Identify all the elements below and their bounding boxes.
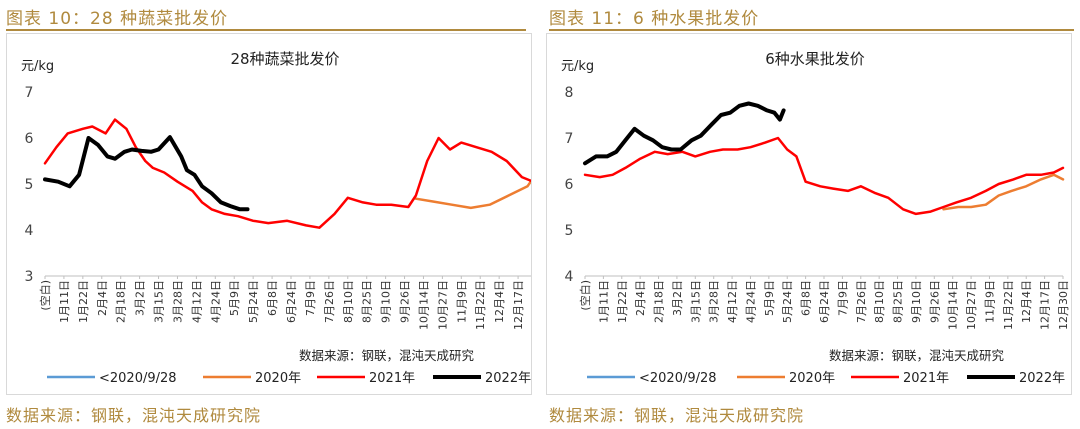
left-figure-title: 图表 10：28 种蔬菜批发价 bbox=[6, 9, 229, 29]
x-tick-label: 1月22日 bbox=[616, 280, 629, 323]
right-title-rule bbox=[549, 29, 1074, 31]
series-line bbox=[942, 173, 1065, 211]
x-tick-label: 3月28日 bbox=[171, 280, 184, 323]
y-tick-label: 3 bbox=[25, 269, 34, 285]
x-tick-label: 7月26日 bbox=[323, 280, 336, 323]
y-unit-label: 元/kg bbox=[21, 59, 54, 74]
x-tick-label: 7月9日 bbox=[836, 280, 849, 316]
x-tick-label: 4月12日 bbox=[190, 280, 203, 323]
x-tick-label: 9月10日 bbox=[380, 280, 393, 323]
y-tick-label: 5 bbox=[25, 177, 34, 193]
x-tick-label: 9月10日 bbox=[910, 280, 923, 323]
legend-label: <2020/9/28 bbox=[99, 371, 177, 386]
x-tick-label: 11月9日 bbox=[983, 280, 996, 323]
x-tick-label: 12月17日 bbox=[512, 280, 525, 330]
x-tick-label: 10月14日 bbox=[947, 280, 960, 330]
x-tick-label: 10月14日 bbox=[417, 280, 430, 330]
y-tick-label: 7 bbox=[25, 85, 34, 101]
left-title-rule bbox=[6, 29, 526, 31]
series-line bbox=[43, 118, 531, 229]
y-tick-label: 8 bbox=[565, 85, 574, 101]
x-tick-label: 8月25日 bbox=[892, 280, 905, 323]
y-tick-label: 4 bbox=[25, 223, 34, 239]
x-tick-label: 2月18日 bbox=[115, 280, 128, 323]
chart-title: 6种水果批发价 bbox=[765, 50, 865, 68]
x-tick-label: 2月4日 bbox=[634, 280, 647, 316]
x-tick-label: 12月17日 bbox=[1039, 280, 1052, 330]
x-tick-label: 8月10日 bbox=[342, 280, 355, 323]
x-tick-label: (空白) bbox=[38, 280, 52, 311]
x-tick-label: 4月24日 bbox=[744, 280, 757, 323]
legend-label: 2022年 bbox=[1019, 371, 1065, 386]
x-tick-label: 6月24日 bbox=[818, 280, 831, 323]
x-tick-label: 5月9日 bbox=[228, 280, 241, 316]
x-tick-label: 2月4日 bbox=[96, 280, 109, 316]
y-tick-label: 7 bbox=[565, 131, 574, 147]
chart-title: 28种蔬菜批发价 bbox=[230, 50, 339, 68]
fruit-chart-panel: 6种水果批发价元/kg 8 7 6 5 4 (空白) 1月11日 1月22日 2月4日 2月18日 3… bbox=[546, 33, 1072, 395]
x-tick-label: 8月10日 bbox=[873, 280, 886, 323]
x-tick-label: 6月8日 bbox=[266, 280, 279, 316]
legend-label: 2020年 bbox=[255, 371, 301, 386]
x-tick-label: 10月27日 bbox=[436, 280, 449, 330]
x-tick-label: 5月24日 bbox=[247, 280, 260, 323]
right-source-note: 数据来源：钢联，混沌天成研究院 bbox=[549, 406, 805, 425]
x-tick-label: 1月11日 bbox=[58, 280, 71, 323]
y-tick-label: 6 bbox=[565, 177, 574, 193]
x-tick-label: 5月24日 bbox=[781, 280, 794, 323]
x-tick-label: 10月27日 bbox=[965, 280, 978, 330]
legend-label: 2022年 bbox=[485, 371, 531, 386]
legend-label: <2020/9/28 bbox=[639, 371, 717, 386]
x-tick-label: 6月8日 bbox=[800, 280, 813, 316]
legend-label: 2021年 bbox=[903, 371, 949, 386]
inner-source-note: 数据来源：钢联，混沌天成研究 bbox=[299, 348, 475, 363]
x-tick-label: 1月22日 bbox=[77, 280, 90, 323]
legend-label: 2020年 bbox=[789, 371, 835, 386]
x-tick-label: 11月9日 bbox=[455, 280, 468, 323]
x-tick-label: 4月24日 bbox=[209, 280, 222, 323]
series-line bbox=[43, 135, 250, 212]
x-tick-label: 2月18日 bbox=[653, 280, 666, 323]
x-tick-label: 7月9日 bbox=[304, 280, 317, 316]
right-figure-title: 图表 11：6 种水果批发价 bbox=[549, 9, 760, 29]
x-tick-label: 12月4日 bbox=[493, 280, 506, 323]
left-source-note: 数据来源：钢联，混沌天成研究院 bbox=[6, 406, 262, 425]
x-tick-label: 12月30日 bbox=[1057, 280, 1070, 330]
y-tick-label: 4 bbox=[565, 269, 574, 285]
x-tick-label: 9月26日 bbox=[399, 280, 412, 323]
x-tick-label: 6月24日 bbox=[285, 280, 298, 323]
x-tick-label: 1月11日 bbox=[597, 280, 610, 323]
y-unit-label: 元/kg bbox=[561, 59, 594, 74]
series-line bbox=[583, 136, 1065, 216]
x-tick-label: (空白) bbox=[578, 280, 592, 311]
x-tick-label: 3月15日 bbox=[153, 280, 166, 323]
series-line bbox=[583, 101, 786, 166]
legend-label: 2021年 bbox=[369, 371, 415, 386]
x-tick-label: 4月12日 bbox=[726, 280, 739, 323]
x-tick-label: 11月22日 bbox=[1002, 280, 1015, 330]
inner-source-note: 数据来源：钢联，混沌天成研究 bbox=[829, 348, 1005, 363]
x-tick-label: 3月2日 bbox=[134, 280, 147, 316]
x-tick-label: 11月22日 bbox=[474, 280, 487, 330]
x-tick-label: 3月28日 bbox=[708, 280, 721, 323]
x-tick-label: 7月26日 bbox=[855, 280, 868, 323]
vegetable-chart-panel: 28种蔬菜批发价元/kg 7 6 5 4 3 (空白) 1月11日 1月22日 2月4日 2月18日… bbox=[6, 33, 532, 395]
x-tick-label: 5月9日 bbox=[763, 280, 776, 316]
x-tick-label: 9月26日 bbox=[928, 280, 941, 323]
y-tick-label: 6 bbox=[25, 131, 34, 147]
x-tick-label: 3月2日 bbox=[671, 280, 684, 316]
x-tick-label: 8月25日 bbox=[361, 280, 374, 323]
x-tick-label: 12月4日 bbox=[1020, 280, 1033, 323]
series-line bbox=[414, 179, 531, 210]
x-tick-label: 3月15日 bbox=[689, 280, 702, 323]
y-tick-label: 5 bbox=[565, 223, 574, 239]
